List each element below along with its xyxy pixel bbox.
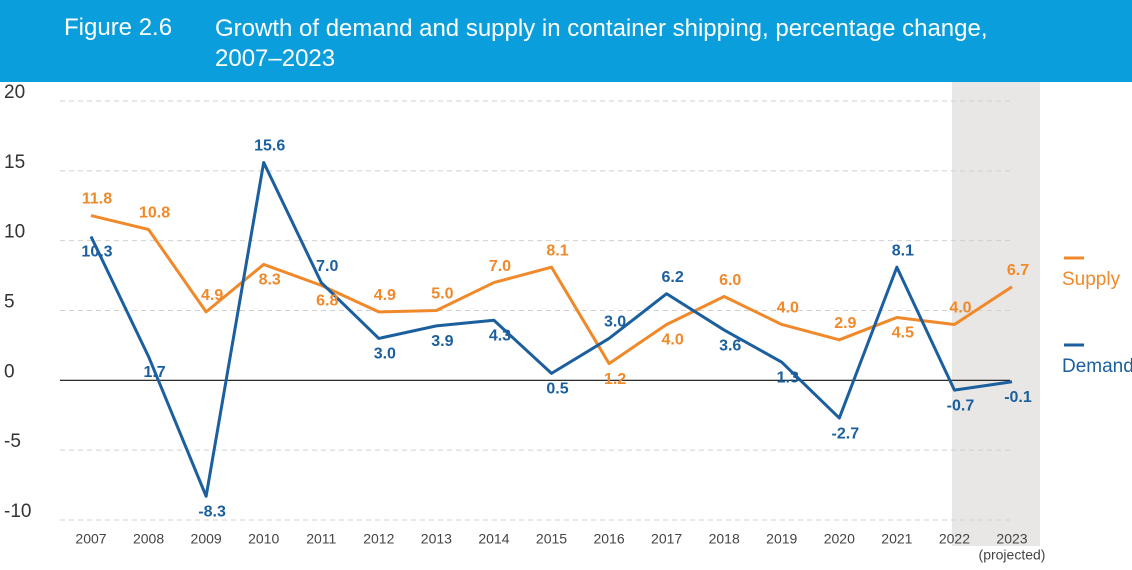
x-tick-label: 2014	[478, 531, 509, 547]
x-tick-label: 2008	[133, 531, 164, 547]
data-label: 4.9	[374, 287, 396, 304]
legend-label: Supply	[1062, 269, 1121, 290]
data-label: 8.1	[546, 242, 568, 259]
data-label: 4.9	[201, 287, 223, 304]
data-label: 7.0	[489, 258, 511, 275]
data-label: 4.0	[949, 300, 971, 317]
data-label: 4.5	[892, 325, 914, 342]
x-tick-label: 2012	[363, 531, 394, 547]
x-tick-label: 2017	[651, 531, 682, 547]
chart-title: Growth of demand and supply in container…	[215, 15, 988, 72]
data-label: 6.2	[662, 269, 684, 286]
x-tick-label: 2019	[766, 531, 797, 547]
x-tick-label: 2009	[191, 531, 222, 547]
x-tick-label: 2007	[75, 531, 106, 547]
x-tick-label: 2015	[536, 531, 567, 547]
data-label: 1.3	[777, 369, 799, 386]
data-label: 11.8	[82, 191, 112, 208]
x-tick-label: 2013	[421, 531, 452, 547]
y-tick-label: 10	[4, 222, 25, 243]
series-line	[89, 160, 1013, 498]
data-label: 3.9	[431, 333, 453, 350]
data-label: -2.7	[832, 425, 860, 442]
y-tick-label: -10	[4, 501, 31, 522]
data-label: -0.7	[947, 397, 975, 414]
x-tick-label: 2010	[248, 531, 279, 547]
data-label: 4.0	[662, 332, 684, 349]
data-label: 0.5	[546, 381, 568, 398]
x-tick-label: 2018	[709, 531, 740, 547]
projected-label: (projected)	[979, 547, 1046, 563]
y-tick-label: 15	[4, 152, 25, 173]
data-label: 3.0	[374, 346, 396, 363]
y-tick-label: 5	[4, 292, 15, 313]
data-label: 8.1	[892, 242, 914, 259]
data-label: 10.8	[139, 205, 170, 222]
data-label: 6.7	[1007, 262, 1029, 279]
x-tick-label: 2022	[939, 531, 970, 547]
data-label: 10.3	[81, 244, 112, 261]
data-label: 15.6	[254, 138, 285, 155]
y-tick-label: -5	[4, 431, 21, 452]
data-label: 1.2	[604, 371, 626, 388]
x-tick-label: 2016	[593, 531, 624, 547]
data-label: 3.6	[719, 337, 741, 354]
x-tick-label: 2011	[306, 531, 336, 547]
data-label: 6.8	[316, 293, 338, 310]
data-label: 2.9	[834, 315, 856, 332]
y-tick-label: 20	[4, 82, 25, 103]
data-label: 7.0	[316, 258, 338, 275]
series-line	[90, 214, 1013, 366]
data-label: -0.1	[1004, 389, 1032, 406]
data-label: 3.0	[604, 314, 626, 331]
data-label: 8.3	[259, 272, 281, 289]
data-label: 1.7	[143, 364, 165, 381]
data-label: -8.3	[198, 503, 226, 520]
data-label: 4.3	[489, 327, 511, 344]
x-tick-label: 2021	[881, 531, 912, 547]
data-label: 6.0	[719, 272, 741, 289]
data-label: 5.0	[431, 286, 453, 303]
y-tick-label: 0	[4, 361, 15, 382]
data-label: 4.0	[777, 300, 799, 317]
legend-label: Demand	[1062, 356, 1132, 377]
figure-label: Figure 2.6	[64, 14, 173, 41]
projected-shade	[952, 82, 1040, 546]
x-tick-label: 2023	[996, 531, 1027, 547]
header: Figure 2.6 Growth of demand and supply i…	[0, 0, 1132, 82]
x-tick-label: 2020	[824, 531, 855, 547]
